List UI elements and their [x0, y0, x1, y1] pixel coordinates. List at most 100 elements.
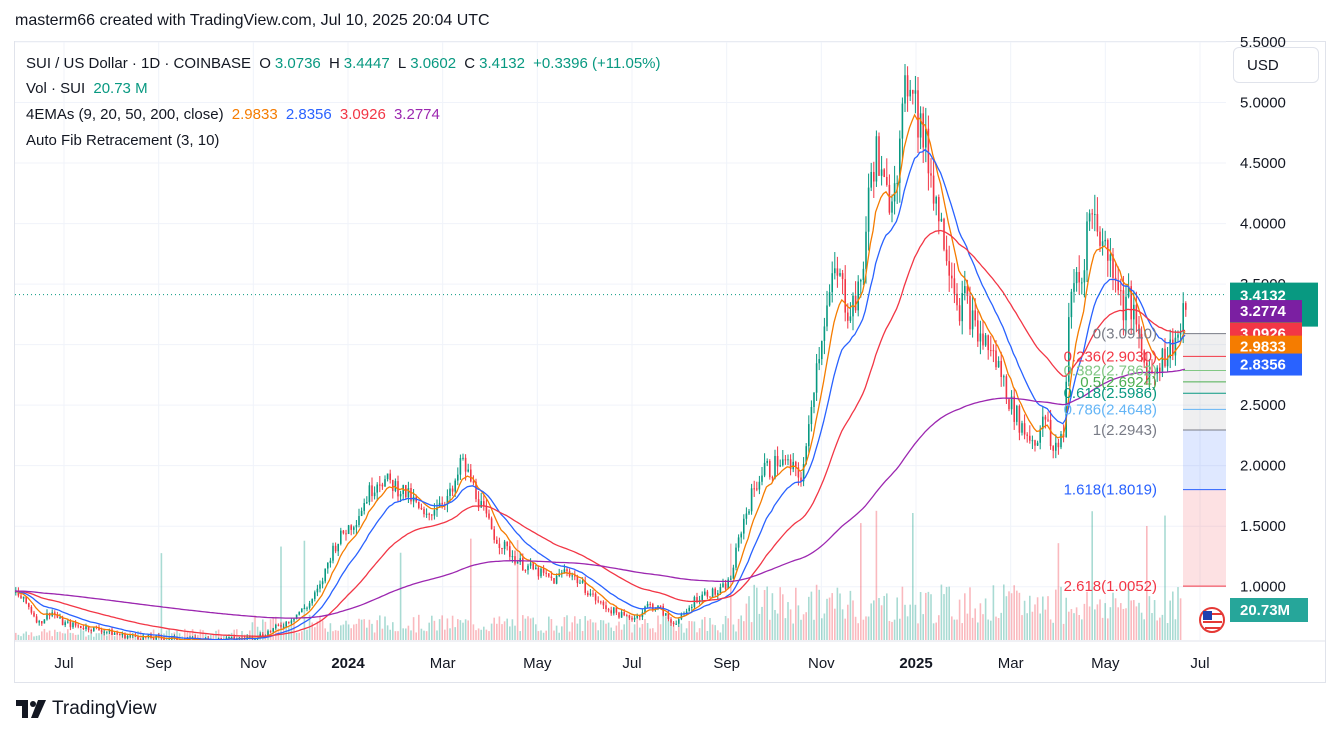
ema9-value: 2.9833	[231, 106, 278, 123]
ema50-line	[15, 229, 1186, 637]
candle-body	[763, 462, 766, 476]
x-tick-label: Mar	[430, 655, 456, 672]
candle-body	[1068, 317, 1070, 382]
candle-body	[891, 201, 893, 213]
volume-bar	[797, 605, 800, 640]
candle-body	[399, 494, 402, 497]
volume-tag-label: 20.73M	[1240, 602, 1290, 619]
candle-body	[945, 249, 948, 262]
candle-body	[834, 268, 836, 274]
volume-bar	[904, 604, 906, 640]
candle-body	[488, 513, 490, 519]
x-tick-label: Sep	[713, 655, 740, 672]
volume-bar	[581, 631, 584, 640]
candle-body	[953, 278, 956, 294]
volume-bar	[849, 590, 852, 640]
candle-body	[496, 539, 498, 544]
candle-body	[459, 458, 462, 475]
fib-label: Auto Fib Retracement (3, 10)	[26, 132, 220, 149]
volume-bar	[1026, 613, 1028, 640]
volume-bar	[1125, 608, 1127, 640]
volume-bar	[1062, 623, 1065, 640]
volume-bar	[964, 593, 966, 640]
volume-bar	[579, 619, 581, 640]
candle-body	[59, 617, 61, 619]
candle-body	[745, 513, 748, 519]
volume-bar	[324, 628, 326, 640]
volume-bar	[464, 619, 467, 640]
volume-legend[interactable]: Vol · SUI 20.73 M	[26, 80, 152, 97]
fib-level-label: 0.5(2.6924)	[1080, 374, 1157, 391]
volume-bar	[607, 622, 610, 640]
volume-bar	[899, 618, 901, 640]
candle-body	[1065, 381, 1067, 438]
volume-bar	[1047, 596, 1049, 640]
symbol-name[interactable]: SUI / US Dollar · 1D · COINBASE	[26, 55, 252, 72]
candle-body	[163, 638, 165, 640]
candle-body	[935, 197, 937, 204]
currency-button[interactable]: USD	[1233, 47, 1319, 83]
volume-bar	[64, 633, 66, 640]
volume-bar	[1036, 597, 1039, 640]
candle-body	[1094, 214, 1096, 216]
candle-body	[1034, 440, 1036, 446]
candle-body	[542, 568, 545, 573]
candle-body	[904, 75, 906, 104]
volume-bar	[46, 632, 48, 640]
candle-body	[901, 103, 904, 139]
candle-body	[722, 583, 724, 588]
candle-body	[1140, 333, 1143, 351]
candle-body	[719, 587, 722, 594]
fib-zone-red	[1183, 489, 1226, 587]
volume-bar	[1166, 623, 1169, 640]
footer-brand[interactable]: TradingView	[16, 698, 157, 720]
candle-body	[290, 620, 293, 623]
volume-bar	[1010, 593, 1013, 640]
candle-body	[454, 480, 456, 492]
volume-bar	[493, 617, 495, 640]
candle-body	[1036, 442, 1039, 446]
candle-body	[750, 488, 753, 512]
candle-body	[285, 621, 287, 627]
candle-body	[639, 615, 641, 617]
candle-body	[1057, 442, 1060, 448]
volume-bar	[594, 622, 597, 640]
volume-bar	[202, 630, 204, 640]
ema-legend[interactable]: 4EMAs (9, 20, 50, 200, close) 2.9833 2.8…	[26, 106, 444, 123]
volume-bar	[475, 630, 477, 640]
candle-body	[974, 310, 976, 321]
x-tick-label: Nov	[240, 655, 267, 672]
volume-bar	[745, 603, 748, 640]
volume-bar	[1094, 609, 1096, 640]
volume-bar	[870, 603, 872, 640]
candle-body	[771, 477, 774, 479]
candle-body	[529, 563, 532, 566]
volume-bar	[98, 633, 100, 640]
candle-body	[431, 514, 433, 516]
candle-body	[1047, 419, 1049, 421]
fib-legend[interactable]: Auto Fib Retracement (3, 10)	[26, 132, 223, 149]
volume-bar	[571, 622, 573, 640]
volume-bar	[867, 616, 870, 640]
volume-bar	[1109, 607, 1112, 640]
volume-bar	[943, 594, 945, 640]
candle-body	[25, 596, 27, 604]
volume-bar	[467, 620, 469, 640]
volume-bar	[615, 625, 618, 640]
candle-body	[355, 525, 358, 528]
volume-bar	[457, 619, 459, 640]
candle-body	[847, 312, 849, 321]
volume-bar	[459, 620, 462, 640]
candle-body	[675, 623, 677, 625]
candle-body	[30, 606, 33, 613]
candle-body	[628, 615, 631, 618]
volume-bar	[714, 625, 716, 640]
volume-bar	[436, 630, 438, 640]
volume-bar	[87, 635, 90, 640]
candle-body	[350, 525, 352, 530]
volume-bar	[470, 538, 472, 640]
candle-body	[1133, 304, 1135, 320]
candle-body	[784, 459, 787, 461]
candle-body	[293, 618, 295, 621]
